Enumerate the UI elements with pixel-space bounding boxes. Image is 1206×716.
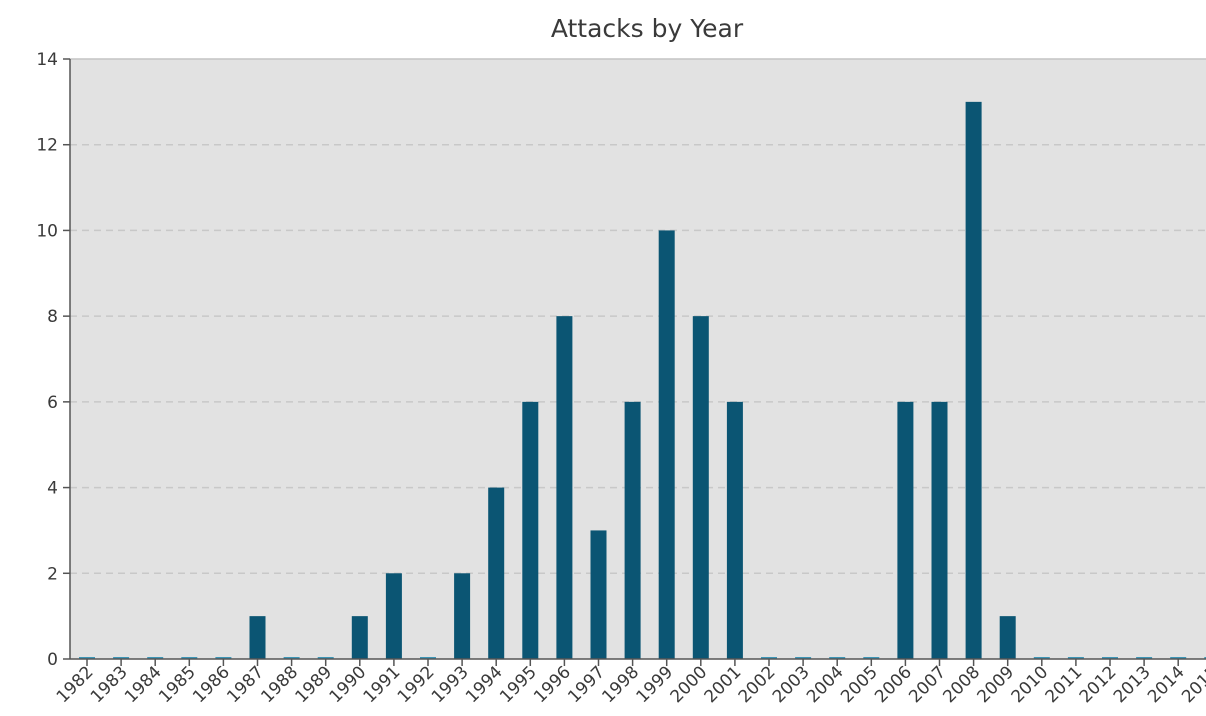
x-tick-label: 2010 xyxy=(1008,662,1053,707)
bar[interactable] xyxy=(692,316,709,659)
bar[interactable] xyxy=(1136,657,1153,659)
bar[interactable] xyxy=(556,316,573,659)
x-tick-label: 2009 xyxy=(974,662,1019,707)
bar[interactable] xyxy=(147,657,164,659)
bar[interactable] xyxy=(897,401,914,659)
bar[interactable] xyxy=(795,657,812,659)
x-tick-label: 1986 xyxy=(189,662,234,707)
x-tick-label: 1996 xyxy=(530,662,575,707)
x-tick-label: 1997 xyxy=(564,662,609,707)
y-tick-label: 12 xyxy=(36,136,58,156)
bar[interactable] xyxy=(1204,657,1206,659)
x-tick-label: 1984 xyxy=(121,662,166,707)
x-tick-label: 1991 xyxy=(360,662,405,707)
bar[interactable] xyxy=(726,401,743,659)
y-tick-label: 10 xyxy=(36,221,58,241)
bar[interactable] xyxy=(1170,657,1187,659)
bar[interactable] xyxy=(829,657,846,659)
bar[interactable] xyxy=(1033,657,1050,659)
bar[interactable] xyxy=(863,657,880,659)
bar[interactable] xyxy=(965,101,982,660)
y-tick-label: 0 xyxy=(47,650,58,670)
x-tick-label: 1990 xyxy=(326,662,371,707)
bar[interactable] xyxy=(1067,657,1084,659)
x-tick-label: 2014 xyxy=(1144,662,1189,707)
y-axis-ticks: 0 2 4 6 8 10 12 14 xyxy=(36,50,70,670)
bar[interactable] xyxy=(249,616,266,659)
x-tick-label: 2006 xyxy=(871,662,916,707)
x-tick-label: 1988 xyxy=(257,662,302,707)
bar[interactable] xyxy=(283,657,300,659)
x-tick-label: 1985 xyxy=(155,662,200,707)
bar[interactable] xyxy=(931,401,948,659)
x-tick-label: 1989 xyxy=(292,662,337,707)
x-tick-label: 2015 xyxy=(1178,662,1206,707)
x-tick-label: 2012 xyxy=(1076,662,1121,707)
bar[interactable] xyxy=(79,657,95,659)
x-tick-label: 1994 xyxy=(462,662,507,707)
bar[interactable] xyxy=(113,657,130,659)
bar[interactable] xyxy=(761,657,777,659)
bar[interactable] xyxy=(488,487,505,659)
x-tick-label: 2013 xyxy=(1110,662,1155,707)
bars xyxy=(79,101,1206,660)
x-tick-label: 1995 xyxy=(496,662,541,707)
x-tick-label: 1999 xyxy=(633,662,678,707)
x-tick-label: 2004 xyxy=(803,662,848,707)
bar[interactable] xyxy=(181,657,198,659)
y-tick-label: 6 xyxy=(47,393,58,413)
x-tick-label: 1982 xyxy=(53,662,98,707)
x-tick-label: 1998 xyxy=(598,662,643,707)
bar[interactable] xyxy=(385,573,402,659)
x-tick-label: 2007 xyxy=(905,662,950,707)
x-tick-label: 2003 xyxy=(769,662,814,707)
bar[interactable] xyxy=(351,616,368,659)
bar[interactable] xyxy=(999,616,1016,659)
x-tick-label: 2008 xyxy=(939,662,984,707)
x-tick-label: 2011 xyxy=(1042,662,1087,707)
y-tick-label: 8 xyxy=(47,307,58,327)
x-tick-label: 2002 xyxy=(735,662,780,707)
bar[interactable] xyxy=(1102,657,1118,659)
bar[interactable] xyxy=(590,530,607,659)
x-tick-label: 1983 xyxy=(87,662,132,707)
bar[interactable] xyxy=(522,401,539,659)
x-axis-ticks: 1982198319841985198619871988198919901991… xyxy=(53,659,1206,707)
chart-title: Attacks by Year xyxy=(551,14,744,43)
axes xyxy=(69,58,1206,660)
y-tick-label: 2 xyxy=(47,564,58,584)
x-tick-label: 1987 xyxy=(223,662,268,707)
bar[interactable] xyxy=(317,657,334,659)
x-tick-label: 1992 xyxy=(394,662,439,707)
bar[interactable] xyxy=(624,401,641,659)
bar[interactable] xyxy=(658,230,675,659)
x-tick-label: 2001 xyxy=(701,662,746,707)
bar[interactable] xyxy=(420,657,436,659)
x-tick-label: 2005 xyxy=(837,662,882,707)
y-tick-label: 14 xyxy=(36,50,58,70)
bar[interactable] xyxy=(215,657,232,659)
x-tick-label: 1993 xyxy=(428,662,473,707)
y-tick-label: 4 xyxy=(47,479,58,499)
x-tick-label: 2000 xyxy=(667,662,712,707)
bar[interactable] xyxy=(454,573,471,659)
